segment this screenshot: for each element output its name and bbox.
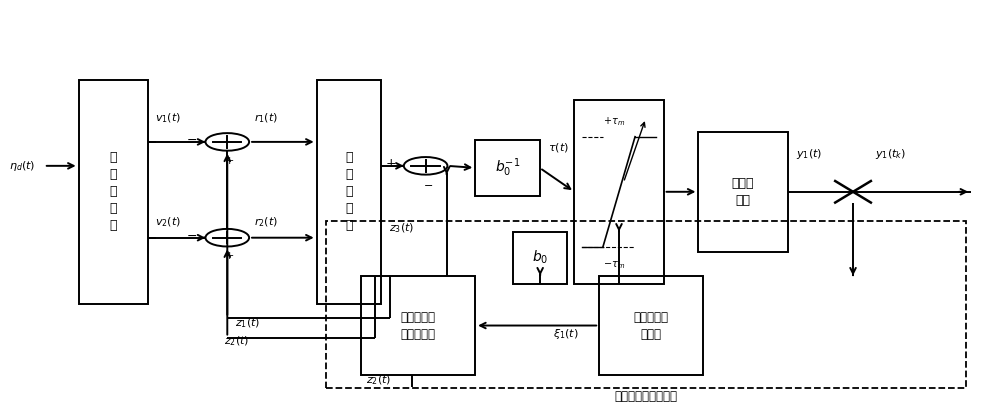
Text: $v_2(t)$: $v_2(t)$ — [155, 215, 181, 229]
Text: $r_1(t)$: $r_1(t)$ — [254, 111, 278, 125]
Bar — [79, 80, 148, 303]
Text: 非
线
性
组
合: 非 线 性 组 合 — [345, 151, 353, 232]
Bar — [698, 132, 788, 252]
Text: $v_1(t)$: $v_1(t)$ — [155, 111, 181, 125]
Text: $z_1(t)$: $z_1(t)$ — [235, 317, 260, 330]
Bar — [574, 100, 664, 283]
Text: 非线性扩张
状态观测器: 非线性扩张 状态观测器 — [401, 310, 436, 341]
Text: $z_2(t)$: $z_2(t)$ — [366, 373, 391, 387]
Text: $r_2(t)$: $r_2(t)$ — [254, 215, 278, 229]
Text: $z_2(t)$: $z_2(t)$ — [224, 335, 250, 348]
Text: $y_1(t_k)$: $y_1(t_k)$ — [875, 147, 906, 161]
Bar — [317, 80, 381, 303]
Text: $b_0$: $b_0$ — [532, 249, 548, 266]
Text: $y_1(t)$: $y_1(t)$ — [796, 147, 822, 161]
Bar — [361, 276, 475, 375]
Text: $b_0^{-1}$: $b_0^{-1}$ — [495, 157, 520, 179]
Text: $+\tau_m$: $+\tau_m$ — [603, 116, 626, 128]
Text: $-$: $-$ — [186, 229, 198, 242]
Text: $+$: $+$ — [224, 250, 234, 261]
Text: $-$: $-$ — [423, 179, 433, 189]
Bar — [475, 140, 540, 196]
Text: 采样间输出
预估器: 采样间输出 预估器 — [634, 310, 669, 341]
Text: $-$: $-$ — [186, 133, 198, 146]
Text: $z_3(t)$: $z_3(t)$ — [389, 221, 414, 234]
Bar — [326, 220, 966, 388]
Bar — [599, 276, 703, 375]
Text: $+$: $+$ — [385, 157, 396, 171]
Text: $+$: $+$ — [224, 155, 234, 166]
Text: 采样扩张状态观测器: 采样扩张状态观测器 — [615, 391, 678, 404]
Text: 跟
踪
微
分
器: 跟 踪 微 分 器 — [110, 151, 117, 232]
Text: $\xi_1(t)$: $\xi_1(t)$ — [553, 326, 578, 341]
Bar — [513, 232, 567, 283]
Text: $-\tau_m$: $-\tau_m$ — [603, 259, 626, 271]
Text: 空间机
器人: 空间机 器人 — [732, 177, 754, 207]
Text: $\eta_d(t)$: $\eta_d(t)$ — [9, 159, 36, 173]
Text: $\tau(t)$: $\tau(t)$ — [548, 142, 568, 154]
